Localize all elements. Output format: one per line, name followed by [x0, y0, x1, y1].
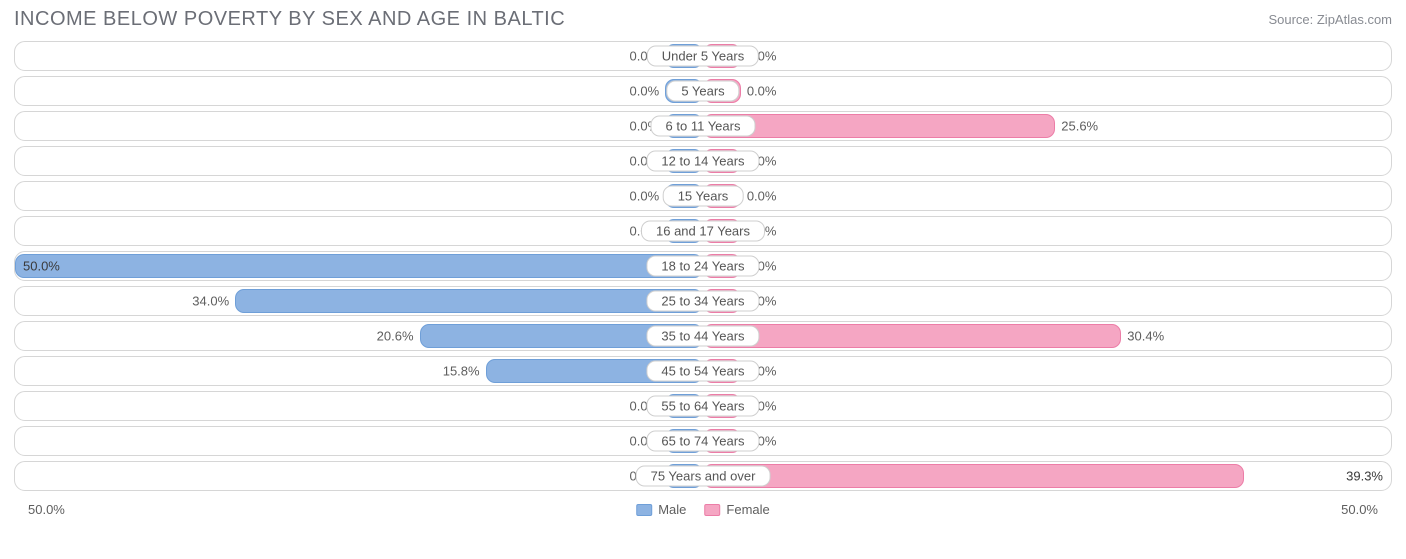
legend: Male Female	[636, 502, 770, 517]
category-label: 5 Years	[666, 81, 739, 102]
category-label: 75 Years and over	[636, 466, 771, 487]
female-value-label: 25.6%	[1061, 119, 1098, 134]
male-value-label: 0.0%	[630, 189, 660, 204]
chart-row: 0.0%0.0%65 to 74 Years	[14, 426, 1392, 456]
female-value-label: 39.3%	[1346, 469, 1383, 484]
male-value-label: 50.0%	[23, 259, 60, 274]
male-value-label: 15.8%	[443, 364, 480, 379]
chart-row: 0.0% 0.0%15 Years	[14, 181, 1392, 211]
male-value-label: 20.6%	[377, 329, 414, 344]
legend-item-female: Female	[704, 502, 769, 517]
axis-label-left: 50.0%	[28, 502, 65, 517]
category-label: 6 to 11 Years	[651, 116, 756, 137]
chart-footer: 50.0% Male Female 50.0%	[0, 496, 1406, 517]
category-label: 35 to 44 Years	[646, 326, 759, 347]
male-value-label: 0.0%	[630, 84, 660, 99]
category-label: 55 to 64 Years	[646, 396, 759, 417]
chart-title: INCOME BELOW POVERTY BY SEX AND AGE IN B…	[14, 8, 565, 31]
female-bar	[703, 324, 1121, 348]
legend-label-female: Female	[726, 502, 769, 517]
male-bar	[235, 289, 703, 313]
male-value-label: 34.0%	[192, 294, 229, 309]
category-label: 25 to 34 Years	[646, 291, 759, 312]
female-value-label: 0.0%	[747, 84, 777, 99]
female-bar	[703, 114, 1055, 138]
axis-label-right: 50.0%	[1341, 502, 1378, 517]
chart-row: 34.0%0.0%25 to 34 Years	[14, 286, 1392, 316]
chart-row: 0.0%0.0%12 to 14 Years	[14, 146, 1392, 176]
category-label: 45 to 54 Years	[646, 361, 759, 382]
male-bar	[15, 254, 703, 278]
legend-label-male: Male	[658, 502, 686, 517]
chart-header: INCOME BELOW POVERTY BY SEX AND AGE IN B…	[0, 0, 1406, 41]
chart-body: 0.0%0.0%Under 5 Years0.0%0.0%5 Years0.0%…	[0, 41, 1406, 491]
category-label: 12 to 14 Years	[646, 151, 759, 172]
chart-source: Source: ZipAtlas.com	[1268, 12, 1392, 27]
chart-row: 15.8%0.0%45 to 54 Years	[14, 356, 1392, 386]
chart-row: 50.0%0.0%18 to 24 Years	[14, 251, 1392, 281]
category-label: 16 and 17 Years	[641, 221, 765, 242]
legend-swatch-female	[704, 504, 720, 516]
female-value-label: 30.4%	[1127, 329, 1164, 344]
chart-row: 0.0%0.0%Under 5 Years	[14, 41, 1392, 71]
female-value-label: 0.0%	[747, 189, 777, 204]
category-label: 18 to 24 Years	[646, 256, 759, 277]
chart-row: 0.0% 0.0% 5 Years	[14, 76, 1392, 106]
female-bar	[703, 464, 1244, 488]
legend-item-male: Male	[636, 502, 686, 517]
chart-row: 0.0%39.3%75 Years and over	[14, 461, 1392, 491]
chart-row: 20.6% 30.4% 35 to 44 Years	[14, 321, 1392, 351]
category-label: 15 Years	[663, 186, 744, 207]
legend-swatch-male	[636, 504, 652, 516]
chart-row: 0.0%0.0%16 and 17 Years	[14, 216, 1392, 246]
chart-row: 0.0%25.6%6 to 11 Years	[14, 111, 1392, 141]
chart-row: 0.0%0.0%55 to 64 Years	[14, 391, 1392, 421]
category-label: 65 to 74 Years	[646, 431, 759, 452]
category-label: Under 5 Years	[647, 46, 759, 67]
